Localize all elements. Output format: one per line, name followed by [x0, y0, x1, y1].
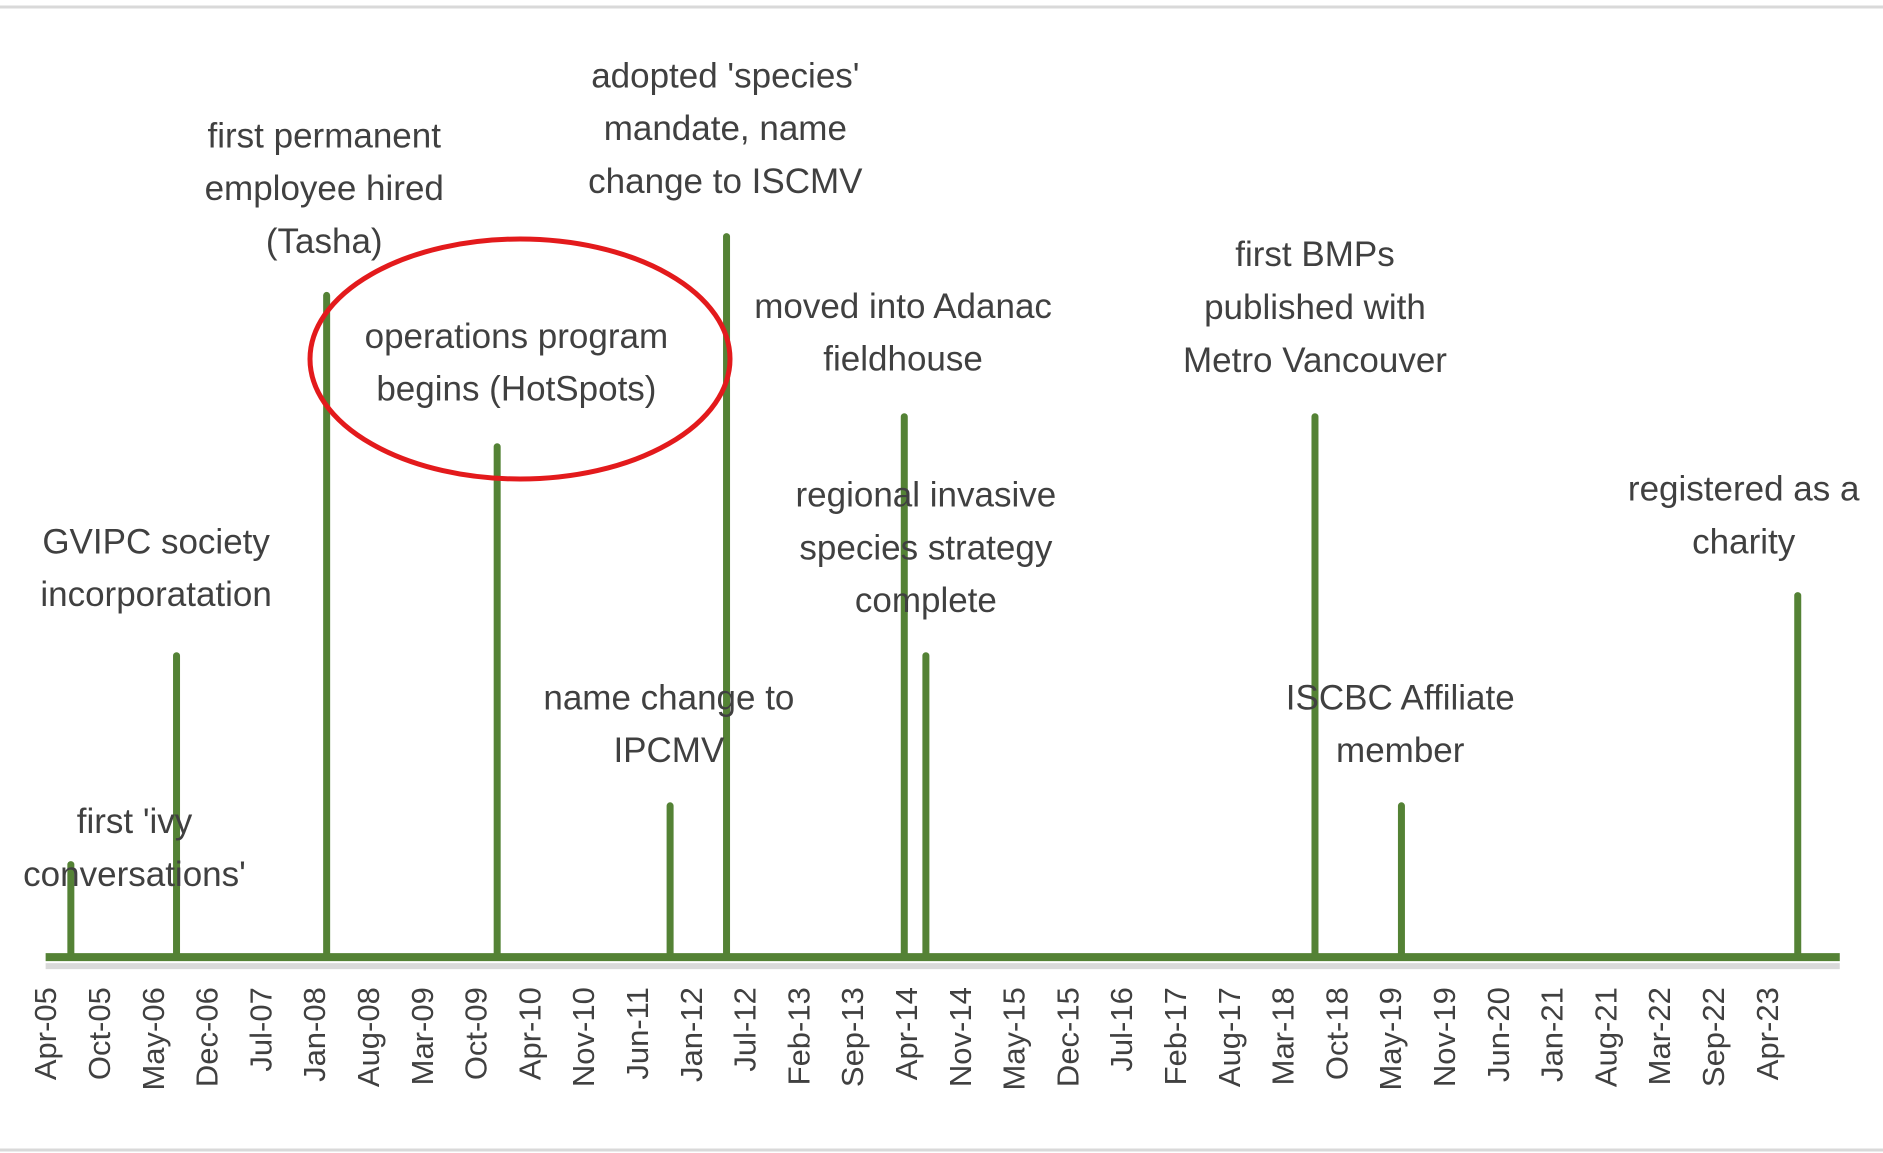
event-label: GVIPC society — [42, 522, 270, 561]
event-label: moved into Adanac — [754, 287, 1052, 326]
x-tick-label: Jul-07 — [243, 987, 278, 1071]
x-tick-label: Apr-05 — [28, 987, 63, 1080]
event-label: incorporatation — [40, 575, 272, 614]
event-label: complete — [855, 581, 997, 620]
x-tick-label: Feb-17 — [1158, 987, 1193, 1085]
x-tick-label: May-19 — [1373, 987, 1408, 1090]
x-tick-label: May-06 — [136, 987, 171, 1090]
x-tick-label: Oct-18 — [1319, 987, 1354, 1080]
x-tick-label: May-15 — [997, 987, 1032, 1090]
event-label: first 'ivy — [77, 802, 193, 841]
x-tick-label: Nov-19 — [1427, 987, 1462, 1087]
event-label: fieldhouse — [823, 340, 983, 379]
x-tick-label: Dec-15 — [1050, 987, 1085, 1087]
event-label: employee hired — [205, 169, 444, 208]
x-tick-label: Apr-10 — [512, 987, 547, 1080]
event-label: Metro Vancouver — [1183, 341, 1447, 380]
x-tick-label: Aug-08 — [351, 987, 386, 1087]
x-tick-label: Jan-12 — [674, 987, 709, 1082]
x-tick-label: Jul-12 — [728, 987, 763, 1071]
x-tick-label: Sep-13 — [835, 987, 870, 1087]
x-tick-label: Mar-09 — [405, 987, 440, 1085]
x-tick-label: Jun-20 — [1481, 987, 1516, 1082]
x-tick-label: Mar-22 — [1642, 987, 1677, 1085]
x-tick-label: Jul-16 — [1104, 987, 1139, 1071]
x-tick-label: Nov-10 — [566, 987, 601, 1087]
x-tick-label: Jan-21 — [1535, 987, 1570, 1082]
x-tick-label: Nov-14 — [943, 987, 978, 1087]
event-label: first BMPs — [1235, 235, 1394, 274]
event-label: mandate, name — [604, 109, 847, 148]
event-label: member — [1336, 731, 1465, 770]
event-label: (Tasha) — [266, 222, 383, 261]
highlight-ellipse — [307, 236, 733, 482]
event-label: change to ISCMV — [588, 162, 863, 201]
x-tick-label: Dec-06 — [190, 987, 225, 1087]
event-label: species strategy — [799, 528, 1052, 567]
x-tick-label: Apr-14 — [889, 987, 924, 1080]
x-tick-label: Feb-13 — [781, 987, 816, 1085]
event-label: ISCBC Affiliate — [1286, 678, 1515, 717]
x-tick-label: Sep-22 — [1696, 987, 1731, 1087]
event-label: charity — [1692, 522, 1796, 561]
event-label: adopted 'species' — [591, 56, 859, 95]
x-tick-label: Aug-17 — [1212, 987, 1247, 1087]
x-tick-label: Oct-09 — [459, 987, 494, 1080]
x-tick-label: Jan-08 — [297, 987, 332, 1082]
x-tick-label: Jun-11 — [620, 987, 655, 1080]
event-label: published with — [1204, 288, 1426, 327]
event-label: first permanent — [208, 116, 442, 155]
event-label: IPCMV — [613, 731, 725, 770]
event-label: conversations' — [23, 855, 246, 894]
event-label: registered as a — [1628, 469, 1860, 508]
x-tick-label: Apr-23 — [1750, 987, 1785, 1080]
x-tick-label: Oct-05 — [82, 987, 117, 1080]
event-label: operations program — [365, 317, 669, 356]
x-tick-label: Aug-21 — [1588, 987, 1623, 1087]
event-label: regional invasive — [796, 475, 1057, 514]
event-label: begins (HotSpots) — [376, 370, 656, 409]
x-tick-label: Mar-18 — [1266, 987, 1301, 1085]
event-label: name change to — [543, 678, 794, 717]
